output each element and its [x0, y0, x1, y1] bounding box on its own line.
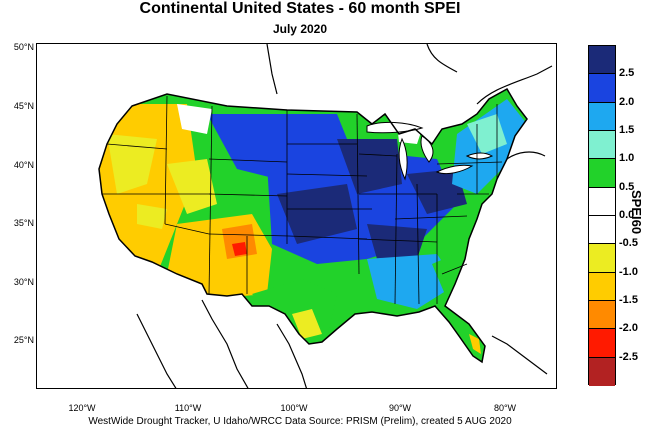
lat-label-35n: 35°N: [13, 218, 34, 228]
map-frame: [36, 43, 557, 389]
colorbar-tick-label: 2.0: [619, 95, 635, 108]
lat-label-30n: 30°N: [13, 277, 34, 287]
lon-label-120w: 120°W: [68, 403, 96, 413]
colorbar-segment: [589, 102, 615, 131]
colorbar-segment: [589, 357, 615, 386]
state-boundaries: [102, 95, 503, 305]
colorbar-segment: [589, 159, 615, 188]
colorbar-tick-label: -2.0: [619, 322, 638, 335]
colorbar-segment: [589, 300, 615, 330]
coastline-lines: [136, 44, 553, 388]
colorbar-segment: [589, 187, 615, 216]
data-source-credit: WestWide Drought Tracker, U Idaho/WRCC D…: [88, 416, 512, 427]
colorbar-tick-label: -0.5: [619, 237, 638, 250]
colorbar-segment: [589, 244, 615, 273]
colorbar-segment: [589, 329, 615, 358]
colorbar-tick-label: 0.5: [619, 180, 635, 193]
map-subtitle: July 2020: [272, 22, 328, 36]
colorbar-segment: [589, 215, 615, 245]
colorbar-tick-label: -1.5: [619, 294, 638, 306]
lat-label-25n: 25°N: [13, 335, 34, 345]
lon-label-110w: 110°W: [174, 403, 202, 413]
colorbar-tick-label: 1.5: [619, 124, 635, 136]
us-outline: [98, 87, 528, 364]
colorbar-tick-label: 0.0: [619, 209, 635, 221]
colorbar-segment: [589, 74, 615, 103]
colorbar-segment: [589, 130, 615, 160]
colorbar-segment: [589, 46, 615, 75]
lat-label-40n: 40°N: [13, 160, 34, 170]
colorbar-label: SPEI60: [629, 190, 644, 235]
lat-label-50n: 50°N: [13, 42, 34, 52]
lon-label-90w: 90°W: [388, 403, 412, 413]
lat-label-45n: 45°N: [13, 101, 34, 111]
colorbar-segment: [589, 272, 615, 301]
colorbar-tick-label: 2.5: [619, 67, 635, 80]
colorbar-tick-label: -1.0: [619, 265, 638, 278]
map-canvas: [98, 44, 553, 388]
colorbar-tick-label: 1.0: [619, 152, 635, 165]
lon-label-100w: 100°W: [280, 403, 308, 413]
lon-label-80w: 80°W: [493, 403, 517, 413]
colorbar-tick-label: -2.5: [619, 350, 638, 363]
map-title: Continental United States - 60 month SPE…: [139, 0, 461, 17]
colorbar: [588, 45, 616, 386]
